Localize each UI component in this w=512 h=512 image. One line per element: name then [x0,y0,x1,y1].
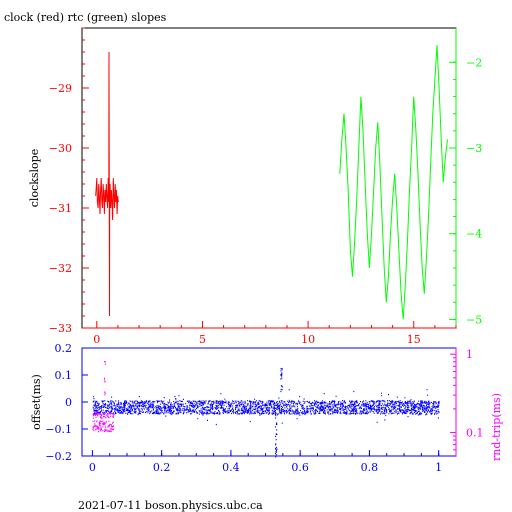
chart-marks: 0 5 10 15−33−32−31−30−29−5−4−3−20 0.2 0.4 0.6 0… [45,27,484,474]
top-x-tick-label: 0 [93,333,100,346]
rtc-slope-series [339,45,448,320]
bottom-x-tick-label: 0.2 [153,461,171,474]
bottom-x-tick-label: 0 [89,461,96,474]
bottom-y2-tick-label: 0.1 [466,426,484,439]
clock-slope-series [95,51,119,317]
top-y2-tick-label: −4 [466,228,482,241]
chart-title: clock (red) rtc (green) slopes [4,11,167,24]
top-y-tick-label: −30 [49,142,72,155]
bottom-y-tick-label: 0 [65,396,72,409]
bottom-y2-tick-label: 1 [466,348,473,361]
bottom-x-tick-label: 0.6 [291,461,309,474]
top-plot-area [81,27,457,329]
bottom-right-axis-label: rnd-trip(ms) [490,393,503,461]
top-plot-frame [81,27,457,329]
top-y2-tick-label: −3 [466,142,482,155]
top-x-tick-label: 10 [301,333,315,346]
top-y2-tick-label: −5 [466,313,482,326]
top-y-axis-label: clockslope [28,149,41,207]
top-y-tick-label: −33 [49,322,72,335]
top-x-tick-label: 15 [407,333,421,346]
footer-caption: 2021-07-11 boson.physics.ubc.ca [78,499,263,512]
bottom-x-tick-label: 0.4 [222,461,240,474]
top-y2-tick-label: −2 [466,56,482,69]
bottom-y-tick-label: −0.2 [45,450,72,463]
bottom-y-axis-label: offset(ms) [30,374,43,430]
top-y-tick-label: −29 [49,82,72,95]
bottom-y-tick-label: −0.1 [45,423,72,436]
top-x-tick-label: 5 [199,333,206,346]
bottom-y-tick-label: 0.1 [55,369,73,382]
top-y-tick-label: −31 [49,202,72,215]
roundtrip-scatter-series [92,361,115,433]
bottom-y-tick-label: 0.2 [55,342,73,355]
top-y-tick-label: −32 [49,262,72,275]
offset-scatter-series [92,367,440,458]
bottom-x-tick-label: 0.8 [361,461,379,474]
bottom-x-tick-label: 1 [435,461,442,474]
